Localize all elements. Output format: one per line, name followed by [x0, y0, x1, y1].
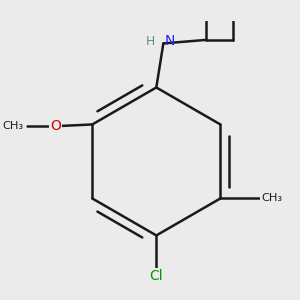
Text: CH₃: CH₃	[261, 194, 282, 203]
Text: CH₃: CH₃	[2, 121, 24, 131]
Text: O: O	[50, 119, 61, 133]
Text: H: H	[146, 35, 155, 48]
Text: Cl: Cl	[149, 269, 163, 283]
Text: N: N	[164, 34, 175, 48]
